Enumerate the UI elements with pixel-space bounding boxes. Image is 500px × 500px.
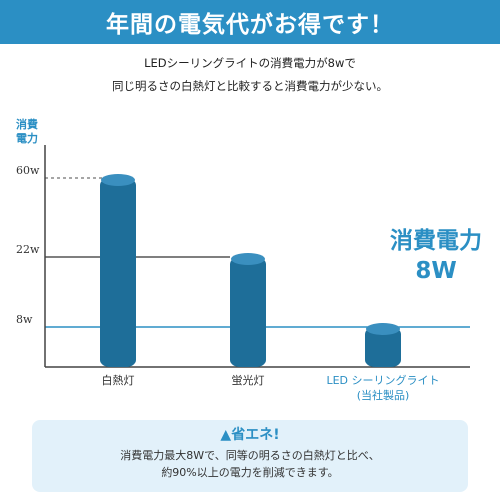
note-line-2: 約90%以上の電力を削減できます。 — [161, 466, 339, 479]
bar-2 — [230, 257, 266, 367]
callout-line-1: 消費電力 — [390, 228, 482, 254]
bar-top-1 — [101, 174, 135, 186]
y-axis-label-line-2: 電力 — [16, 132, 38, 145]
header-banner: 年間の電気代がお得です！ — [0, 0, 500, 44]
led-power-callout: 消費電力 8W — [390, 226, 482, 286]
banner-title: 年間の電気代がお得です！ — [106, 12, 394, 38]
intro-line-2: 同じ明るさの白熱灯と比較すると消費電力が少ない。 — [112, 79, 388, 93]
category-label-3-line-2: (当社製品) — [357, 388, 410, 402]
note-body: 消費電力最大8Wで、同等の明るさの白熱灯と比べ、 約90%以上の電力を削減できま… — [32, 447, 468, 481]
bar-top-2 — [231, 253, 265, 265]
bar-1 — [100, 178, 136, 367]
category-label-1: 白熱灯 — [102, 373, 135, 387]
note-title: ▲省エネ! — [220, 427, 280, 443]
tick-label-60w: 60w — [16, 164, 40, 177]
category-label-3: LED シーリングライト — [326, 373, 439, 387]
note-line-1: 消費電力最大8Wで、同等の明るさの白熱灯と比べ、 — [120, 449, 380, 462]
tick-label-22w: 22w — [16, 243, 40, 256]
y-axis-label-line-1: 消費 — [16, 118, 38, 131]
callout-line-2: 8W — [415, 258, 457, 284]
intro-text: LEDシーリングライトの消費電力が8wで 同じ明るさの白熱灯と比較すると消費電力… — [0, 52, 500, 98]
bar-3 — [365, 327, 401, 367]
bar-top-3 — [366, 323, 400, 335]
category-label-2: 蛍光灯 — [232, 373, 265, 387]
y-axis-label: 消費 電力 — [16, 118, 38, 146]
tick-label-8w: 8w — [16, 313, 33, 326]
energy-saving-note: ▲省エネ! 消費電力最大8Wで、同等の明るさの白熱灯と比べ、 約90%以上の電力… — [32, 420, 468, 492]
intro-line-1: LEDシーリングライトの消費電力が8wで — [144, 56, 356, 70]
